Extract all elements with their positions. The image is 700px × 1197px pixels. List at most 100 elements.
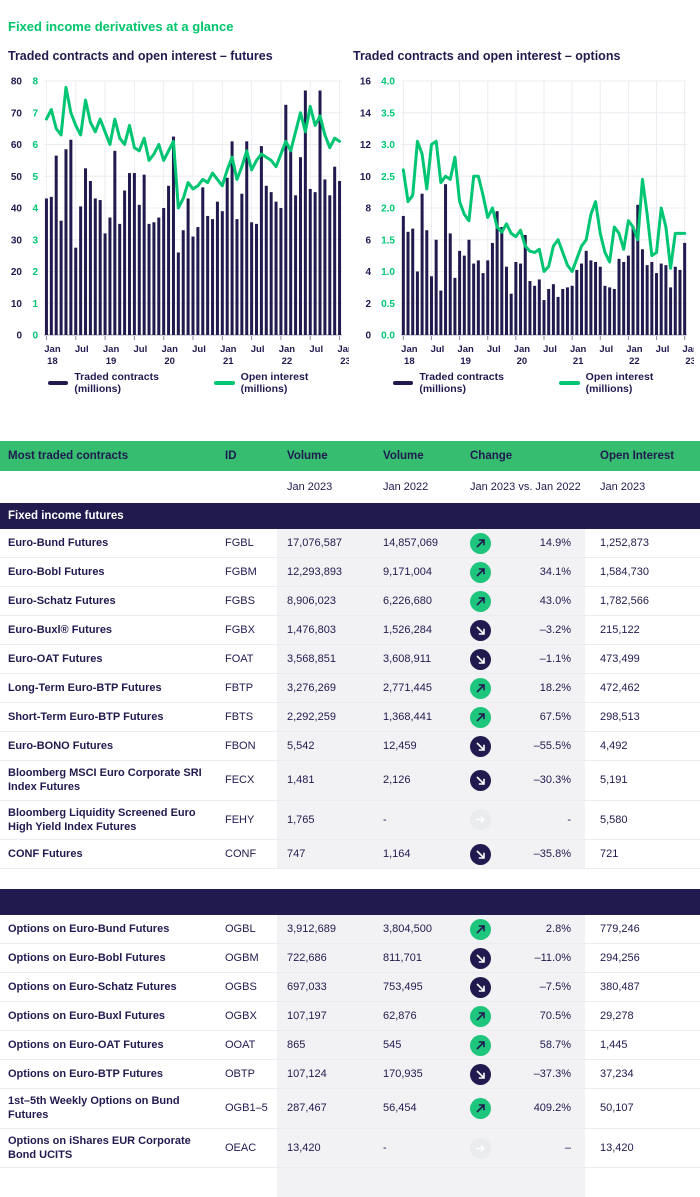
- options-chart-block: Traded contracts and open interest – opt…: [353, 47, 694, 395]
- trend-icon: [470, 1034, 491, 1056]
- open-interest-jan-2023: 37,234: [600, 1068, 634, 1081]
- trend-up-icon: [470, 532, 491, 554]
- legend-label: Open interest (millions): [240, 371, 309, 395]
- table-row: Euro-Bobl Futures FGBM 12,293,893 9,171,004…: [0, 558, 700, 587]
- trend-icon: [470, 1063, 491, 1085]
- svg-text:7: 7: [32, 108, 38, 119]
- trend-icon: [470, 947, 491, 969]
- change-cell: 14.9%: [470, 529, 585, 557]
- change-cell: –3.2%: [470, 616, 585, 644]
- contract-name: Options on Euro-OAT Futures: [8, 1039, 164, 1052]
- table-row: Long-Term Euro-BTP Futures FBTP 3,276,269 2…: [0, 674, 700, 703]
- change-cell: 18.2%: [470, 674, 585, 702]
- trend-up-icon: [470, 561, 491, 583]
- svg-text:6: 6: [365, 235, 371, 246]
- futures-chart-block: Traded contracts and open interest – fut…: [8, 47, 349, 395]
- change-cell: 58.7%: [470, 1031, 585, 1060]
- contract-id: FBTP: [225, 682, 254, 694]
- open-interest-jan-2023: 779,246: [600, 923, 640, 936]
- volume-jan-2022: 753,495: [383, 973, 470, 1002]
- svg-text:60: 60: [11, 140, 23, 151]
- svg-text:0.0: 0.0: [381, 331, 395, 342]
- table-row: 1st–5th Weekly Options on Bund Futures OG…: [0, 1089, 700, 1129]
- svg-text:Jan: Jan: [514, 344, 531, 355]
- trend-icon: [470, 1137, 491, 1159]
- svg-text:0: 0: [32, 331, 38, 342]
- table-row: Bloomberg MSCI Euro Corporate SRI Index …: [0, 761, 700, 801]
- change-cell: –1.1%: [470, 645, 585, 673]
- svg-text:50: 50: [11, 172, 23, 183]
- svg-text:Jan: Jan: [162, 344, 179, 355]
- svg-text:1.5: 1.5: [381, 235, 395, 246]
- contract-name: Options on Euro-Bobl Futures: [8, 952, 166, 965]
- svg-text:16: 16: [360, 77, 372, 88]
- contract-id: FGBX: [225, 624, 255, 636]
- options-chart: 0 0.0 2 0.5 4 1.0 6 1.5 8 2.0 10 2.5 12 3.0 14 3.5 16 4.0…: [353, 69, 694, 369]
- svg-text:19: 19: [460, 356, 471, 367]
- open-interest-jan-2023: 1,445: [600, 1039, 628, 1052]
- contract-name: Options on Euro-BTP Futures: [8, 1068, 164, 1081]
- svg-text:Jul: Jul: [543, 344, 557, 355]
- change-cell: 34.1%: [470, 558, 585, 586]
- svg-text:20: 20: [517, 356, 528, 367]
- svg-text:23: 23: [685, 356, 694, 367]
- trend-down-icon: [470, 735, 491, 757]
- change-cell: –55.5%: [470, 732, 585, 760]
- contract-id: OEAC: [225, 1142, 257, 1155]
- svg-text:Jan: Jan: [103, 344, 120, 355]
- table-body: Fixed income futures Euro-Bund Futures FGB…: [0, 503, 700, 1197]
- contract-id: FEHY: [225, 813, 255, 826]
- table-row: Options on Euro-BTP Futures OBTP 107,124 17…: [0, 1060, 700, 1090]
- volume-jan-2022: 6,226,680: [383, 587, 470, 615]
- svg-text:14: 14: [360, 108, 372, 119]
- section-bar-fixed-income-options: [0, 889, 700, 916]
- svg-text:40: 40: [11, 204, 23, 215]
- open-interest-jan-2023: 1,252,873: [600, 537, 649, 549]
- table-row: Options on Euro-OAT Futures OOAT 865 545 58.…: [0, 1031, 700, 1061]
- volume-jan-2022: 12,459: [383, 732, 470, 760]
- open-interest-jan-2023: 29,278: [600, 1010, 634, 1023]
- change-cell: –30.3%: [470, 761, 585, 800]
- open-interest-jan-2023: 215,122: [600, 624, 640, 636]
- volume-jan-2023: 3,568,851: [277, 645, 383, 673]
- trend-icon: [470, 843, 491, 865]
- volume-jan-2022: 62,876: [383, 1002, 470, 1031]
- header-most-traded-contracts: Most traded contracts: [8, 450, 129, 462]
- contract-id: OGBM: [225, 952, 259, 965]
- trend-down-icon: [470, 619, 491, 641]
- contract-name: Options on iShares EUR Corporate Bond UC…: [8, 1134, 191, 1162]
- trend-icon: [470, 918, 491, 940]
- volume-jan-2023: 747: [277, 840, 383, 869]
- contract-id: FOAT: [225, 653, 254, 665]
- subheader-jan-2023: Jan 2023: [287, 481, 333, 493]
- change-cell: –7.5%: [470, 973, 585, 1002]
- volume-jan-2023: 865: [277, 1031, 383, 1060]
- volume-jan-2022: 545: [383, 1031, 470, 1060]
- volume-jan-2023: 697,033: [277, 973, 383, 1002]
- change-percent: 67.5%: [539, 711, 571, 723]
- contract-id: FBON: [225, 740, 256, 752]
- volume-jan-2023: 3,276,269: [277, 674, 383, 702]
- svg-text:0: 0: [16, 331, 22, 342]
- header-volume-2023: Volume: [287, 450, 328, 462]
- page-title: Fixed income derivatives at a glance: [8, 19, 234, 34]
- change-percent: –3.2%: [539, 624, 571, 636]
- legend-swatch: [214, 381, 235, 385]
- contract-name: Euro-Schatz Futures: [8, 594, 116, 607]
- svg-text:2.5: 2.5: [381, 172, 395, 183]
- svg-text:10: 10: [11, 299, 23, 310]
- change-percent: –35.8%: [533, 848, 571, 861]
- legend-item-open-interest: Open interest (millions): [214, 371, 349, 395]
- contract-id: FGBS: [225, 595, 255, 607]
- trend-up-icon: [470, 1034, 491, 1056]
- contract-name: 1st–5th Weekly Options on Bund Futures: [8, 1095, 180, 1122]
- change-percent: –30.3%: [533, 774, 571, 787]
- volume-jan-2022: -: [383, 800, 470, 840]
- open-interest-jan-2023: 380,487: [600, 981, 640, 994]
- table-row: Options on Euro-Bund Futures OGBL 3,912,68…: [0, 915, 700, 945]
- trend-up-icon: [470, 677, 491, 699]
- svg-text:8: 8: [365, 204, 371, 215]
- legend-item-open-interest: Open interest (millions): [559, 371, 694, 395]
- trend-down-icon: [470, 769, 491, 791]
- svg-text:Jan: Jan: [220, 344, 237, 355]
